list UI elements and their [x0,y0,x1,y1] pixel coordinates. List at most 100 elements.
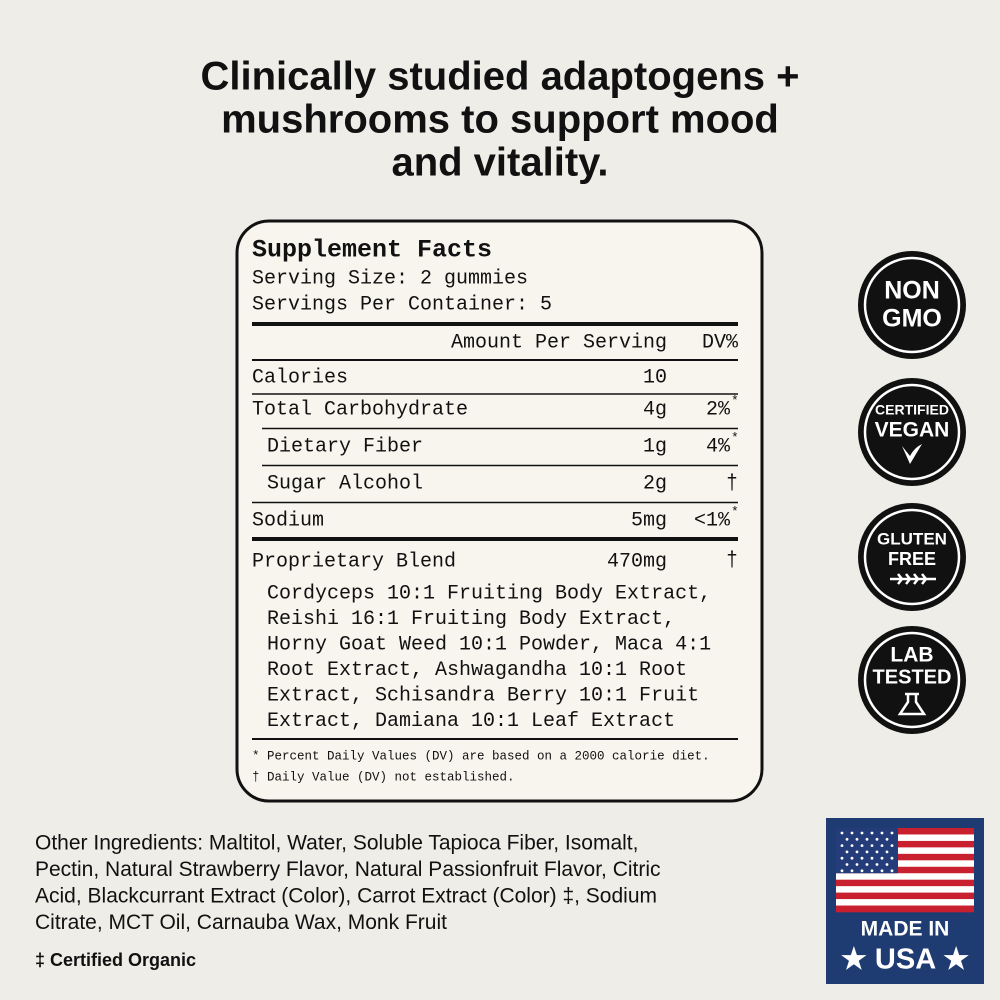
flag-star [840,856,844,860]
flag-star [880,844,884,847]
other-ingredients-line: Pectin, Natural Strawberry Flavor, Natur… [35,858,661,881]
flag-star [840,844,844,847]
flag-star [855,863,859,866]
row-dv: 2% [706,398,731,421]
flag-star [875,850,879,854]
badge [858,626,966,734]
badge [858,251,966,359]
flag-star [885,850,889,854]
wheat-icon [890,573,936,585]
footnote: † Daily Value (DV) not established. [252,770,515,784]
made-in-label: ★ USA ★ [841,944,969,976]
flag-stripe [836,860,974,868]
flask-icon [897,692,927,716]
badge-label: CERTIFIED [875,402,949,418]
flag-star [865,850,869,854]
blend-ingredient: Horny Goat Weed 10:1 Powder, Maca 4:1 [267,633,711,656]
flag-stripe [836,866,974,874]
flag-star [870,844,874,847]
flag-stripe [836,905,974,913]
row-note: * [731,504,739,519]
flag-stripe [836,828,974,835]
row-dv: 4% [706,435,731,458]
title-line: and vitality. [391,141,608,185]
row-name: Total Carbohydrate [252,398,468,421]
row-name: Sugar Alcohol [267,472,423,495]
row-name: Sodium [252,509,324,532]
flag-star [870,856,874,860]
flag-star [860,869,864,873]
row-dv: <1% [694,509,731,532]
flag-star [860,831,864,835]
badge-label: FREE [888,549,936,569]
row-note: * [731,430,739,445]
flag-star [840,869,844,873]
badge-label: LAB [890,644,933,667]
flag-star [845,837,849,841]
flag-star [860,856,864,860]
blend-ingredient: Cordyceps 10:1 Fruiting Body Extract, [267,582,711,605]
badge [858,378,966,486]
flag-star [885,863,889,866]
badge-ring [863,383,961,481]
row-amount: 2g [643,472,667,495]
badge [858,503,966,611]
flag-star [850,844,854,847]
flag-star [865,837,869,841]
badge-label: TESTED [873,666,952,688]
flag-star [860,844,864,847]
flag-star [890,844,894,847]
other-ingredients-line: Other Ingredients: Maltitol, Water, Solu… [35,832,638,855]
flag-stripe [836,879,974,887]
blend-ingredient: Extract, Damiana 10:1 Leaf Extract [267,710,675,733]
made-in-label: MADE IN [861,918,950,941]
other-ingredients-line: Citrate, MCT Oil, Carnauba Wax, Monk Fru… [35,911,447,934]
blend-ingredient: Reishi 16:1 Fruiting Body Extract, [267,608,675,631]
flag-star [845,850,849,854]
flag-stripe [836,847,974,855]
flag-star [885,837,889,841]
flag-star [850,869,854,873]
row-amount: 10 [643,366,667,389]
footnote: * Percent Daily Values (DV) are based on… [252,749,710,763]
blend-dv: † [726,549,738,572]
flag-star [840,831,844,835]
column-head: DV% [702,331,739,354]
servings: Servings Per Container: 5 [252,293,552,316]
blend-name: Proprietary Blend [252,550,456,573]
flag-stripe [836,873,974,880]
row-name: Calories [252,366,348,389]
flag-star [890,831,894,835]
flag-star [855,837,859,841]
blend-ingredient: Root Extract, Ashwagandha 10:1 Root [267,659,687,682]
blend-ingredient: Extract, Schisandra Berry 10:1 Fruit [267,684,699,707]
organic-note: ‡ Certified Organic [35,950,196,970]
flag-stripe [836,834,974,842]
flag-stripe [836,899,974,906]
flag-star [870,831,874,835]
flag-stripe [836,886,974,893]
flag-star [845,863,849,866]
flag-star [875,863,879,866]
column-head: Amount Per Serving [451,331,667,354]
flag-star [880,831,884,835]
facts-title: Supplement Facts [252,236,492,265]
flag-star [875,837,879,841]
row-name: Dietary Fiber [267,435,423,458]
flag-star [890,869,894,873]
title-line: Clinically studied adaptogens + [200,55,799,99]
badge-label: GLUTEN [877,529,947,548]
flag-star [870,869,874,873]
row-amount: 1g [643,435,667,458]
row-amount: 5mg [631,509,667,532]
badge-ring [863,256,961,354]
facts-panel [235,219,764,803]
flag-star [880,869,884,873]
row-dv: † [726,472,738,495]
flag-star [850,831,854,835]
flag-star [880,856,884,860]
badge-ring [863,508,961,606]
serving-size: Serving Size: 2 gummies [252,267,528,290]
flag-star [855,850,859,854]
